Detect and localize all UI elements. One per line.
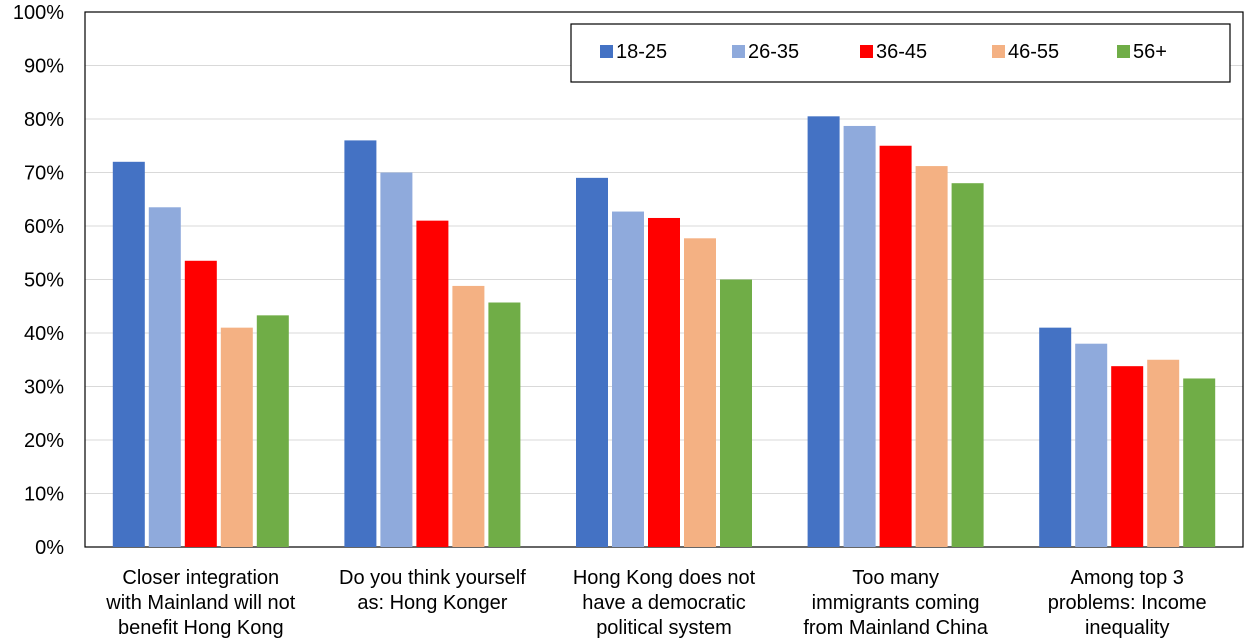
legend-swatch [992, 45, 1005, 58]
x-category-label: Hong Kong does not have a democratic polit… [573, 567, 756, 639]
legend-label: 56+ [1133, 41, 1167, 63]
x-category-label-line: Do you think yourself [339, 567, 526, 589]
y-tick-label: 60% [24, 216, 64, 238]
bar-46-55 [915, 166, 948, 547]
y-tick-label: 70% [24, 163, 64, 185]
x-category-label-line: political system [596, 617, 732, 639]
bar-56+ [1183, 378, 1216, 547]
x-category-label-line: problems: Income [1048, 592, 1207, 614]
x-category-label-line: Closer integration [122, 567, 279, 589]
bar-36-45 [648, 217, 680, 547]
bar-26-35 [612, 211, 644, 547]
legend: 18-25 26-35 36-45 46-55 56+ [570, 23, 1231, 83]
y-tick-label: 20% [24, 430, 64, 452]
bar-56+ [720, 279, 752, 547]
x-category-label-line: from Mainland China [803, 617, 988, 639]
bar-18-25 [576, 177, 608, 547]
bar-36-45 [879, 145, 912, 547]
y-tick-label: 90% [24, 56, 64, 78]
bar-36-45 [1111, 366, 1144, 547]
x-category-label-line: inequality [1085, 617, 1170, 639]
legend-label: 26-35 [748, 41, 799, 63]
bar-26-35 [1075, 343, 1108, 547]
legend-label: 36-45 [876, 41, 927, 63]
x-category-label-line: Hong Kong does not [573, 567, 756, 589]
x-category-label-line: immigrants coming [812, 592, 980, 614]
x-category-label-line: benefit Hong Kong [118, 617, 284, 639]
legend-label: 18-25 [616, 41, 667, 63]
bar-46-55 [220, 327, 253, 547]
x-category-label: Closer integration with Mainland will not… [105, 567, 295, 639]
bar-26-35 [148, 207, 181, 547]
y-tick-label: 10% [24, 484, 64, 506]
y-tick-label: 30% [24, 377, 64, 399]
bar-36-45 [184, 260, 217, 547]
bar-18-25 [344, 140, 377, 547]
bar-56+ [951, 183, 984, 547]
bar-18-25 [807, 116, 840, 547]
legend-swatch [860, 45, 873, 58]
legend-swatch [600, 45, 613, 58]
bar-46-55 [452, 285, 485, 547]
y-tick-label: 50% [24, 270, 64, 292]
bar-26-35 [843, 125, 876, 547]
bar-36-45 [416, 220, 449, 547]
x-category-label-line: as: Hong Konger [357, 592, 507, 614]
y-tick-label: 80% [24, 109, 64, 131]
x-category-label-line: Among top 3 [1070, 567, 1183, 589]
legend-swatch [1117, 45, 1130, 58]
x-category-label: Do you think yourself as: Hong Konger [339, 567, 526, 614]
legend-swatch [732, 45, 745, 58]
y-tick-label: 40% [24, 323, 64, 345]
x-category-label-line: Too many [852, 567, 939, 589]
bar-46-55 [684, 238, 716, 547]
bar-18-25 [112, 161, 145, 548]
y-axis: 0% 10% 20% 30% 40% 50% 60% 70% 80% 90% 100% [13, 2, 64, 559]
bars [112, 116, 1216, 548]
bar-18-25 [1039, 327, 1072, 547]
x-category-label: Too many immigrants coming from Mainland C… [803, 567, 988, 639]
x-axis: Closer integration with Mainland will not… [105, 567, 1206, 639]
legend-label: 46-55 [1008, 41, 1059, 63]
x-category-label-line: with Mainland will not [105, 592, 295, 614]
x-category-label: Among top 3 problems: Income inequality [1048, 567, 1207, 639]
y-tick-label: 0% [35, 537, 64, 559]
bar-46-55 [1147, 359, 1180, 547]
bar-56+ [488, 302, 521, 547]
x-category-label-line: have a democratic [582, 592, 745, 614]
bar-26-35 [380, 172, 413, 547]
bar-56+ [256, 315, 289, 547]
y-tick-label: 100% [13, 2, 64, 24]
